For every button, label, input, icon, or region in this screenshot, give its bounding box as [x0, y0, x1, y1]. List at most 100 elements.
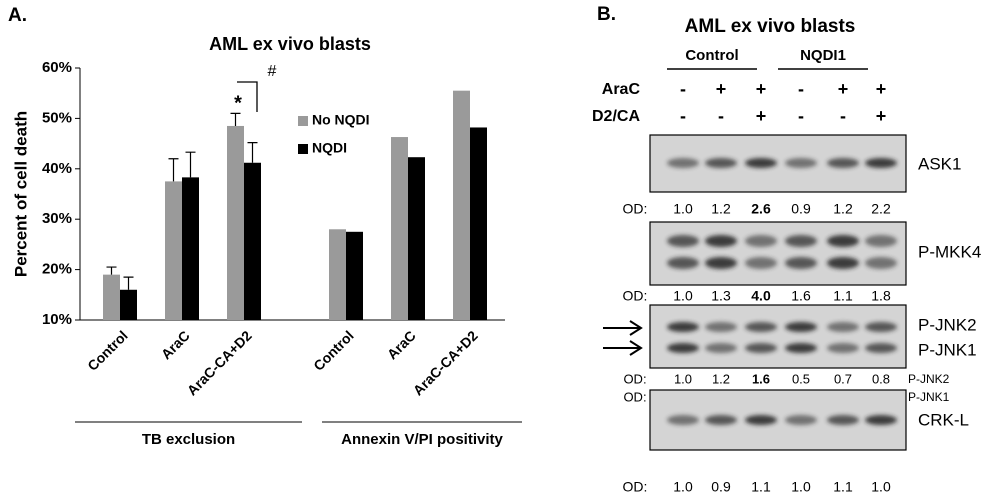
treatment-sign: + [716, 79, 727, 99]
od-value: 1.8 [871, 288, 891, 304]
panel-label: A. [8, 5, 27, 26]
group-label: Annexin V/PI positivity [341, 431, 503, 448]
lane-group-label: Control [685, 47, 738, 64]
y-tick-label: 30% [42, 210, 72, 227]
legend-label: NQDI [312, 140, 347, 156]
blot-band [705, 343, 737, 353]
bar [346, 231, 363, 320]
od-value: 1.2 [711, 201, 731, 217]
bar [329, 229, 346, 320]
blot-band [865, 343, 897, 353]
od-prefix: OD: [623, 389, 646, 404]
blot-panel [649, 389, 907, 451]
y-tick-label: 50% [42, 109, 72, 126]
blot-band [705, 235, 737, 247]
od-value: 1.0 [791, 479, 811, 495]
y-tick-label: 20% [42, 261, 72, 278]
blot-band [745, 235, 777, 247]
blot-label: P-JNK1 [918, 340, 977, 359]
blot-band [667, 235, 699, 247]
blot-label: CRK-L [918, 410, 969, 429]
blot-band [827, 415, 859, 425]
bar [391, 137, 408, 320]
legend-swatch [298, 116, 308, 126]
blot-band [667, 322, 699, 332]
od-value: 1.1 [833, 479, 853, 495]
arrow [603, 340, 643, 356]
y-tick-label: 40% [42, 160, 72, 177]
blot-band [745, 158, 777, 168]
error-bar [106, 266, 117, 275]
blot-band [827, 158, 859, 168]
treatment-sign: + [876, 79, 887, 99]
bar [453, 90, 470, 321]
blot-band [865, 158, 897, 168]
od-value: 2.6 [751, 201, 771, 217]
x-tick-label: AraC [384, 327, 419, 362]
od-value: 1.0 [673, 288, 693, 304]
bar [408, 157, 425, 320]
blot-band [745, 322, 777, 332]
x-tick-label: Control [310, 327, 357, 374]
blot-band [705, 158, 737, 168]
treatment-label: D2/CA [592, 108, 640, 125]
od-row-name: P-JNK2 [908, 372, 950, 386]
blot-band [785, 343, 817, 353]
x-tick-label: Control [84, 327, 131, 374]
bar [103, 274, 120, 320]
blot-band [785, 235, 817, 247]
blot-band [785, 415, 817, 425]
blot-band [865, 235, 897, 247]
blot-band [705, 322, 737, 332]
blot-panel [649, 221, 907, 286]
od-value: 0.9 [711, 479, 731, 495]
od-value: 1.1 [751, 479, 771, 495]
y-tick-label: 10% [42, 311, 72, 328]
error-bar [168, 158, 179, 182]
treatment-sign: - [718, 106, 724, 126]
od-value: 1.6 [752, 371, 770, 386]
error-bar [230, 112, 241, 126]
treatment-sign: - [680, 79, 686, 99]
chart-title: AML ex vivo blasts [209, 34, 371, 54]
treatment-sign: - [680, 106, 686, 126]
blot-title: AML ex vivo blasts [685, 16, 856, 37]
blot-band [785, 158, 817, 168]
od-value: 0.7 [834, 371, 852, 386]
blot-band [865, 322, 897, 332]
od-prefix: OD: [623, 288, 648, 304]
y-tick-label: 60% [42, 59, 72, 76]
blot-band [745, 257, 777, 269]
od-prefix: OD: [623, 371, 646, 386]
blot-band [827, 343, 859, 353]
treatment-sign: + [876, 106, 887, 126]
treatment-sign: + [756, 106, 767, 126]
bar [120, 289, 137, 320]
panel-label: B. [597, 4, 616, 25]
od-value: 1.3 [711, 288, 731, 304]
x-tick-label: AraC-CA+D2 [410, 327, 481, 398]
annotation: * [234, 92, 242, 114]
y-axis-label: Percent of cell death [11, 111, 30, 277]
blot-label: P-JNK2 [918, 315, 977, 334]
od-value: 1.0 [673, 479, 693, 495]
treatment-sign: - [798, 79, 804, 99]
blot-band [865, 415, 897, 425]
od-value: 1.1 [833, 288, 853, 304]
od-value: 1.0 [871, 479, 891, 495]
treatment-sign: - [840, 106, 846, 126]
od-value: 0.5 [792, 371, 810, 386]
od-value: 1.0 [673, 201, 693, 217]
lane-group-label: NQDI1 [800, 47, 846, 64]
x-tick-label: AraC [158, 327, 193, 362]
x-tick-label: AraC-CA+D2 [184, 327, 255, 398]
blot-band [667, 158, 699, 168]
treatment-label: AraC [602, 81, 641, 98]
bar [227, 125, 244, 321]
blot-band [827, 257, 859, 269]
treatment-sign: + [838, 79, 849, 99]
od-value: 0.8 [872, 371, 890, 386]
legend-swatch [298, 144, 308, 154]
od-value: 1.6 [791, 288, 811, 304]
